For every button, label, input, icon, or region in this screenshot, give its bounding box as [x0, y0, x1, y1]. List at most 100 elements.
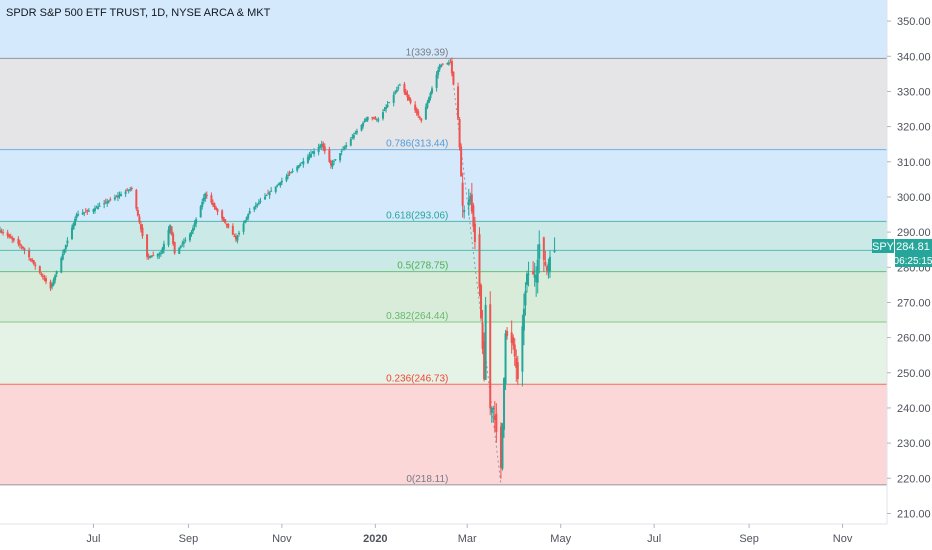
candle-body [38, 266, 41, 273]
candle-body [483, 341, 486, 380]
candle-body [414, 104, 417, 111]
candle-body [172, 233, 175, 244]
candle-body [473, 223, 476, 242]
candle-body [84, 211, 87, 213]
candle-body [331, 163, 334, 167]
candle-body [193, 223, 196, 227]
candle-body [257, 202, 260, 204]
candle-body [548, 256, 551, 272]
candle-body [118, 194, 121, 196]
candle-body [489, 304, 492, 409]
candle-body [420, 118, 423, 121]
candle-body [92, 209, 95, 212]
fib-labels: 1(339.39) 0.786(313.44) 0.618(293.06) 0.5(2… [386, 47, 448, 485]
candle-body [161, 248, 164, 254]
candle-body [490, 408, 493, 413]
candle-body [234, 235, 237, 240]
candle-body [533, 274, 536, 278]
candle-body [18, 243, 21, 246]
candle-body [522, 308, 525, 331]
candle-body [535, 275, 538, 283]
candle-body [184, 239, 187, 241]
candle-body [12, 238, 15, 241]
candle-body [158, 253, 161, 255]
candle-body [343, 147, 346, 149]
candle-body [427, 97, 430, 103]
candle-body [481, 323, 484, 349]
fib-zone-6 [0, 384, 887, 485]
candle-body [77, 214, 80, 216]
candle-body [173, 241, 176, 254]
candle-body [302, 161, 305, 165]
candle-body [135, 189, 138, 209]
candle-body [458, 119, 461, 148]
last-price-tags: SPY 284.81 06:25:15 [872, 239, 932, 267]
candle-body [146, 234, 149, 257]
candle-body [139, 224, 142, 230]
time-axis[interactable]: Jul Sep Nov 2020 Mar May Jul Sep Nov [0, 523, 932, 550]
candle-body [17, 238, 20, 244]
candle-body [29, 258, 32, 260]
candle-body [201, 202, 204, 207]
fib-levels [0, 57, 887, 486]
candle-body [236, 236, 239, 241]
candle-body [41, 275, 44, 278]
y-tick-label: 230.00 [897, 438, 931, 450]
candle-body [242, 223, 245, 232]
candle-body [279, 182, 282, 186]
candle-body [319, 145, 322, 148]
candle-body [107, 200, 110, 203]
candle-body [538, 244, 541, 259]
candle-body [63, 249, 66, 254]
candle-body [93, 208, 96, 211]
candle-body [291, 170, 294, 172]
candle-body [11, 237, 14, 240]
candle-body [354, 132, 357, 134]
candle-body [6, 232, 9, 237]
candle-body [259, 200, 262, 202]
fib-label-0: 0(218.11) [406, 474, 448, 485]
fib-zone-4 [0, 271, 887, 322]
candle-body [383, 109, 386, 111]
fib-zone-1 [0, 58, 887, 150]
candle-body [52, 279, 55, 285]
candle-body [141, 227, 144, 237]
candle-body [147, 256, 150, 258]
candle-body [221, 210, 224, 219]
candle-body [371, 117, 374, 119]
candle-body [480, 285, 483, 319]
price-tag-label: 284.81 [896, 241, 930, 253]
y-tick-label: 250.00 [897, 368, 931, 380]
countdown-tag [895, 253, 932, 267]
candle-body [224, 219, 227, 224]
candle-body [254, 205, 257, 208]
candle-body [527, 273, 530, 275]
fib-zones [0, 0, 887, 485]
candle-body [21, 246, 24, 249]
candle-body [457, 86, 460, 119]
candle-body [204, 193, 207, 199]
candle-body [64, 244, 67, 249]
candle-body [290, 172, 293, 174]
candle-body [484, 304, 487, 380]
candle-body [363, 120, 366, 122]
candle-body [288, 173, 291, 175]
candle-body [245, 217, 248, 220]
candle-body [136, 209, 139, 216]
candle-body [322, 143, 325, 148]
candle-body [452, 71, 455, 85]
candle-body [179, 245, 182, 248]
candle-body [495, 413, 498, 433]
candle-body [395, 89, 398, 93]
candle-body [270, 190, 273, 192]
y-tick-label: 330.00 [897, 86, 931, 98]
fib-zone-5 [0, 321, 887, 385]
candle-body [469, 196, 472, 201]
candle-body [320, 144, 323, 147]
candle-body [138, 216, 141, 223]
candle-body [280, 180, 283, 183]
y-tick-label: 260.00 [897, 333, 931, 345]
candle-body [415, 108, 418, 113]
candle-body [28, 250, 31, 258]
